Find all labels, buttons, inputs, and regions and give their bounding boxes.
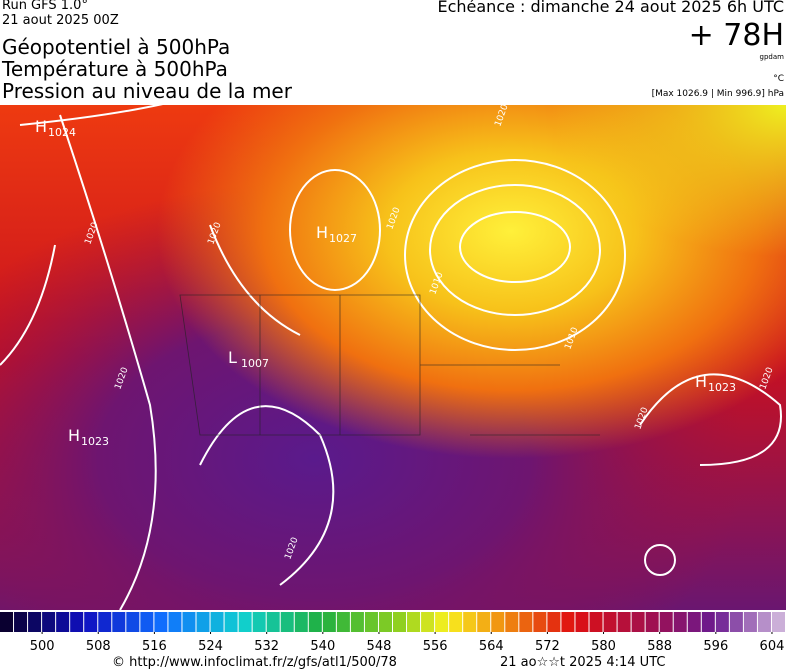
colorbar-cell (505, 612, 519, 632)
unit-geo: gpdam (759, 53, 784, 61)
colorbar-cell (140, 612, 154, 632)
colorbar-cell (645, 612, 659, 632)
colorbar-cell (280, 612, 294, 632)
colorbar-cell (28, 612, 42, 632)
colorbar-label: 556 (423, 639, 448, 654)
colorbar-cell (449, 612, 463, 632)
colorbar-label: 508 (86, 639, 111, 654)
run: Run GFS 1.0° (2, 0, 88, 13)
footer-url: © http://www.infoclimat.fr/z/gfs/atl1/50… (112, 655, 397, 670)
colorbar-cell (56, 612, 70, 632)
colorbar-cell (435, 612, 449, 632)
colorbar-cell (729, 612, 743, 632)
pressure-letter: L (228, 348, 237, 367)
colorbar-cell (0, 612, 14, 632)
colorbar-label: 500 (30, 639, 55, 654)
colorbar-cell (378, 612, 392, 632)
colorbar-cell (771, 612, 785, 632)
pressure-value: 1027 (329, 232, 357, 245)
colorbar-cell (112, 612, 126, 632)
colorbar-label: 604 (760, 639, 785, 654)
colorbar-cell (168, 612, 182, 632)
colorbar-cell (631, 612, 645, 632)
title: Géopotentiel à 500hPa (2, 35, 231, 59)
colorbar-label: 516 (142, 639, 167, 654)
colorbar-label: 540 (310, 639, 335, 654)
colorbar-cell (42, 612, 56, 632)
colorbar-cell (701, 612, 715, 632)
pressure-letter: H (35, 117, 47, 136)
colorbar-cell (715, 612, 729, 632)
footer-time: 21 ao☆☆t 2025 4:14 UTC (500, 655, 666, 670)
colorbar-label: 564 (479, 639, 504, 654)
colorbar-label: 588 (647, 639, 672, 654)
pressure-letter: H (68, 426, 80, 445)
colorbar-cell (70, 612, 84, 632)
colorbar-cell (561, 612, 575, 632)
colorbar-cell (533, 612, 547, 632)
pressure-value: 1023 (708, 381, 736, 394)
colorbar-cell (687, 612, 701, 632)
unit-temp: °C (773, 74, 784, 84)
colorbar-cell (491, 612, 505, 632)
colorbar-cell (154, 612, 168, 632)
run-date: 21 aout 2025 00Z (2, 13, 119, 28)
colorbar-cell (407, 612, 421, 632)
colorbar-cell (336, 612, 350, 632)
lead-time: + 78H (688, 18, 784, 53)
pressure-letter: H (695, 372, 707, 391)
colorbar-cell (364, 612, 378, 632)
colorbar-cell (252, 612, 266, 632)
colorbar-cell (589, 612, 603, 632)
colorbar-label: 532 (254, 639, 279, 654)
colorbar-label: 580 (591, 639, 616, 654)
colorbar-cell (659, 612, 673, 632)
colorbar-cell (238, 612, 252, 632)
colorbar-cell (294, 612, 308, 632)
colorbar-label: 596 (703, 639, 728, 654)
colorbar-cell (210, 612, 224, 632)
colorbar-cell (519, 612, 533, 632)
colorbar-cell (224, 612, 238, 632)
colorbar-cell (322, 612, 336, 632)
pressure-value: 1007 (241, 357, 269, 370)
colorbar-cell (393, 612, 407, 632)
colorbar-cell (421, 612, 435, 632)
colorbar-cell (617, 612, 631, 632)
colorbar-cell (463, 612, 477, 632)
colorbar-cell (757, 612, 771, 632)
pressure-letter: H (316, 223, 328, 242)
colorbar-cell (673, 612, 687, 632)
colorbar-label: 572 (535, 639, 560, 654)
pressure-value: 1024 (48, 126, 76, 139)
colorbar-cell (182, 612, 196, 632)
colorbar-cell (477, 612, 491, 632)
colorbar-cell (126, 612, 140, 632)
colorbar-cell (196, 612, 210, 632)
title: Pression au niveau de la mer (2, 79, 292, 103)
colorbar-cell (84, 612, 98, 632)
max-min: [Max 1026.9 | Min 996.9] hPa (651, 89, 784, 99)
colorbar-cell (266, 612, 280, 632)
colorbar-label: 548 (367, 639, 392, 654)
colorbar: 500 508 516 524 532 540 548 556 564 572 580 588 596 6… (0, 612, 785, 654)
colorbar-cell (98, 612, 112, 632)
colorbar-cell (308, 612, 322, 632)
colorbar-cell (14, 612, 28, 632)
colorbar-cell (350, 612, 364, 632)
colorbar-label: 524 (198, 639, 223, 654)
colorbar-cell (603, 612, 617, 632)
pressure-value: 1023 (81, 435, 109, 448)
title: Température à 500hPa (2, 57, 228, 81)
echeance: Echéance : dimanche 24 aout 2025 6h UTC (437, 0, 784, 16)
colorbar-cell (743, 612, 757, 632)
colorbar-cell (575, 612, 589, 632)
colorbar-cell (547, 612, 561, 632)
